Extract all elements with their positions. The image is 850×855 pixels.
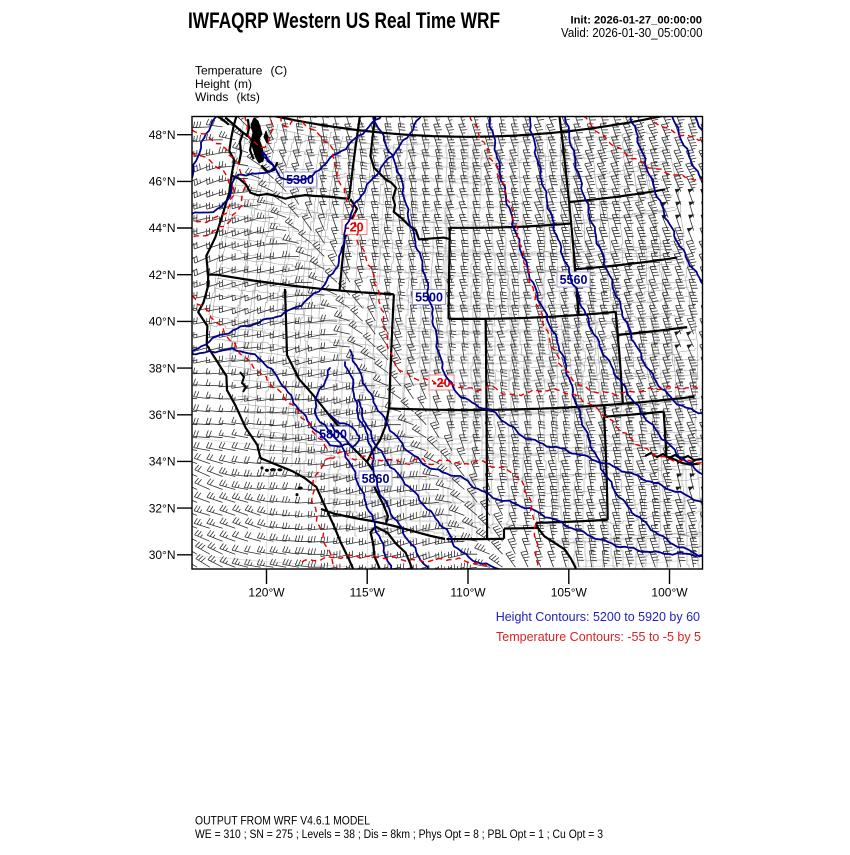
svg-text:(C): (C): [271, 64, 288, 78]
svg-text:115°W: 115°W: [350, 586, 386, 600]
svg-text:46°N: 46°N: [149, 175, 176, 189]
svg-text:110°W: 110°W: [450, 586, 486, 600]
svg-text:OUTPUT FROM WRF V4.6.1 MODEL: OUTPUT FROM WRF V4.6.1 MODEL: [195, 816, 371, 828]
svg-text:38°N: 38°N: [149, 361, 176, 375]
svg-text:40°N: 40°N: [149, 315, 176, 329]
svg-text:Temperature: Temperature: [195, 64, 263, 78]
svg-text:WE = 310 ; SN = 275 ; Levels =: WE = 310 ; SN = 275 ; Levels = 38 ; Dis …: [195, 829, 603, 841]
svg-text:Winds: Winds: [195, 90, 228, 104]
svg-text:105°W: 105°W: [551, 586, 588, 600]
svg-text:(kts): (kts): [237, 90, 260, 104]
svg-text:Height Contours: 5200 to 5920: Height Contours: 5200 to 5920 by 60: [496, 610, 700, 624]
svg-text:44°N: 44°N: [149, 221, 176, 235]
svg-text:32°N: 32°N: [149, 501, 176, 515]
svg-text:48°N: 48°N: [149, 128, 176, 142]
svg-text:Valid: 2026-01-30_05:00:00: Valid: 2026-01-30_05:00:00: [561, 26, 703, 40]
svg-text:5860: 5860: [362, 472, 390, 486]
svg-text:Height: Height: [195, 77, 230, 91]
svg-text:42°N: 42°N: [149, 268, 176, 282]
svg-text:-20: -20: [345, 221, 363, 235]
svg-text:Init: 2026-01-27_00:00:00: Init: 2026-01-27_00:00:00: [571, 15, 703, 27]
svg-text:30°N: 30°N: [149, 548, 176, 562]
svg-text:100°W: 100°W: [651, 586, 688, 600]
svg-text:IWFAQRP Western US Real Time W: IWFAQRP Western US Real Time WRF: [188, 9, 500, 34]
svg-text:36°N: 36°N: [149, 408, 176, 422]
svg-text:5560: 5560: [560, 273, 588, 287]
svg-text:34°N: 34°N: [149, 455, 176, 469]
svg-text:(m): (m): [234, 77, 252, 91]
svg-text:Temperature Contours: -55 to -: Temperature Contours: -55 to -5 by 5: [496, 630, 701, 644]
svg-text:120°W: 120°W: [248, 586, 285, 600]
